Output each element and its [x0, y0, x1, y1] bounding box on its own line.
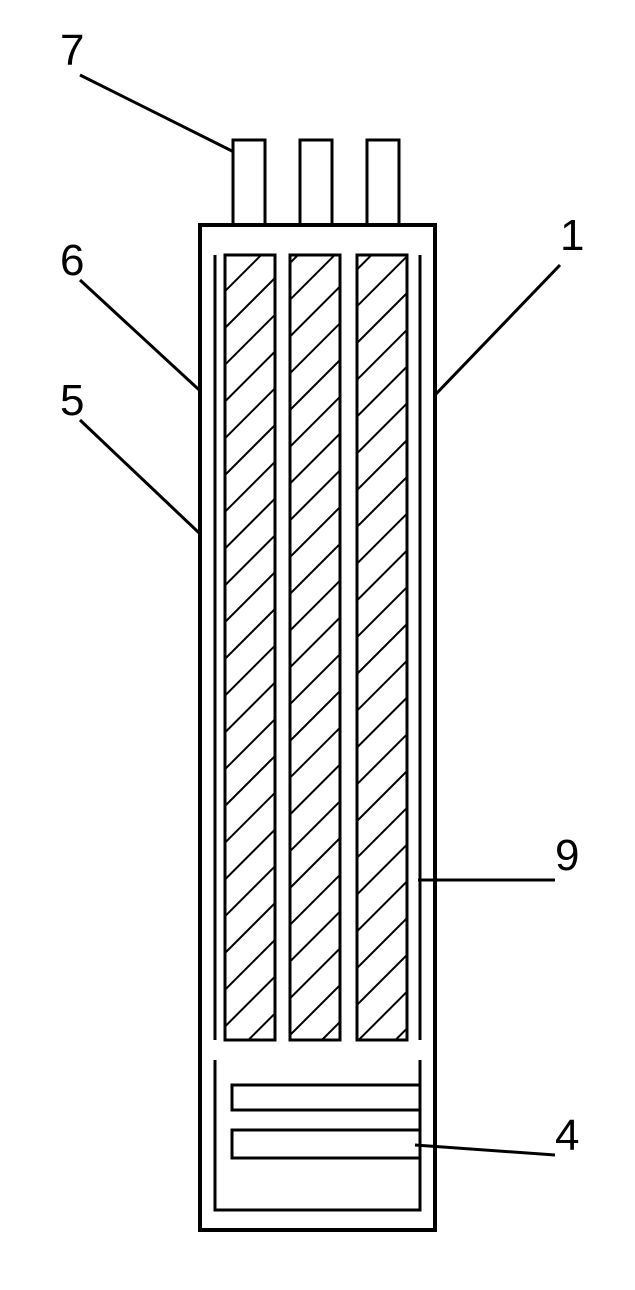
hatched-bar-1 [290, 255, 340, 1040]
label-1: 1 [560, 211, 584, 260]
label-7: 7 [60, 26, 84, 75]
top-stub-2 [367, 140, 399, 225]
label-4: 4 [555, 1111, 579, 1160]
hatched-bar-0 [225, 255, 275, 1040]
label-5: 5 [60, 376, 84, 425]
label-9: 9 [555, 831, 579, 880]
hatched-bar-2 [357, 255, 407, 1040]
label-6: 6 [60, 236, 84, 285]
top-stub-0 [233, 140, 265, 225]
top-stub-1 [300, 140, 332, 225]
